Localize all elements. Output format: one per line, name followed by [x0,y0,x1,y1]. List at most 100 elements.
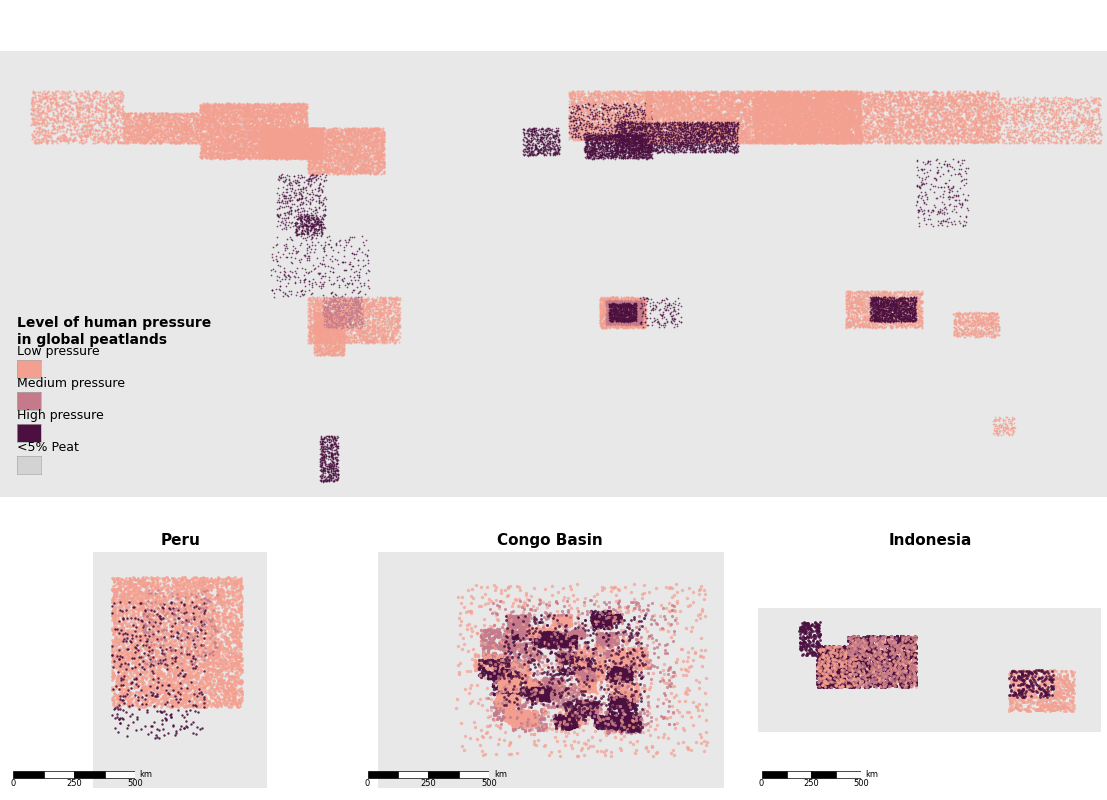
Point [958,136,975,149]
Point [852,105,870,118]
Point [901,292,919,305]
Point [737,94,755,107]
Point [579,703,597,716]
Point [362,328,380,341]
Point [695,745,713,758]
Point [1010,678,1027,691]
Point [156,128,174,141]
Point [601,302,619,315]
Point [542,670,560,682]
Point [354,316,372,329]
Point [201,105,219,118]
Point [577,704,594,717]
Point [304,142,322,155]
Point [391,306,408,318]
Point [601,315,619,328]
Point [693,115,711,128]
Point [928,89,945,102]
Point [304,141,322,154]
Point [219,126,237,138]
Point [765,103,783,116]
Point [492,639,509,652]
Point [287,134,304,147]
Point [105,126,123,138]
Point [910,86,928,98]
Point [1051,696,1068,709]
Point [186,633,204,646]
Point [153,645,170,658]
Point [306,139,323,152]
Point [860,119,878,132]
Point [687,123,705,136]
Point [318,148,335,161]
Point [606,298,623,310]
Point [209,696,227,709]
Point [871,300,889,313]
Point [735,126,753,138]
Point [846,636,863,649]
Point [214,106,231,119]
Point [748,113,766,126]
Point [195,128,213,141]
Point [901,296,919,309]
Point [346,323,364,336]
Point [337,329,354,342]
Point [355,125,373,138]
Point [937,203,954,216]
Point [630,292,648,305]
Point [485,707,503,720]
Point [499,638,517,651]
Point [534,127,551,140]
Point [609,702,627,714]
Point [703,132,721,145]
Point [182,111,199,124]
Point [703,91,721,104]
Point [138,610,156,623]
Point [1037,682,1055,695]
Point [696,98,714,111]
Point [309,190,327,202]
Point [108,134,126,146]
Point [728,117,746,130]
Point [654,118,672,130]
Point [116,661,134,674]
Point [127,624,145,637]
Point [113,590,131,603]
Point [275,150,292,162]
Point [323,301,341,314]
Point [630,299,648,312]
Point [859,94,877,106]
Point [850,649,868,662]
Point [1037,678,1055,691]
Point [578,705,596,718]
Point [356,337,374,350]
Point [606,149,623,162]
Point [687,122,705,135]
Point [174,689,192,702]
Point [241,132,259,145]
Point [720,99,737,112]
Point [324,314,342,326]
Point [613,89,631,102]
Point [220,126,238,138]
Point [607,685,624,698]
Point [633,142,651,155]
Point [327,306,344,318]
Point [68,88,85,101]
Point [683,130,701,142]
Point [767,107,785,120]
Point [205,101,223,114]
Point [612,138,630,151]
Point [890,635,908,648]
Point [702,142,720,154]
Point [876,667,893,680]
Point [974,311,992,324]
Point [569,629,587,642]
Point [303,131,321,144]
Point [628,314,645,327]
Point [584,111,602,124]
Point [374,136,392,149]
Point [511,632,529,645]
Point [584,669,602,682]
Point [638,122,655,134]
